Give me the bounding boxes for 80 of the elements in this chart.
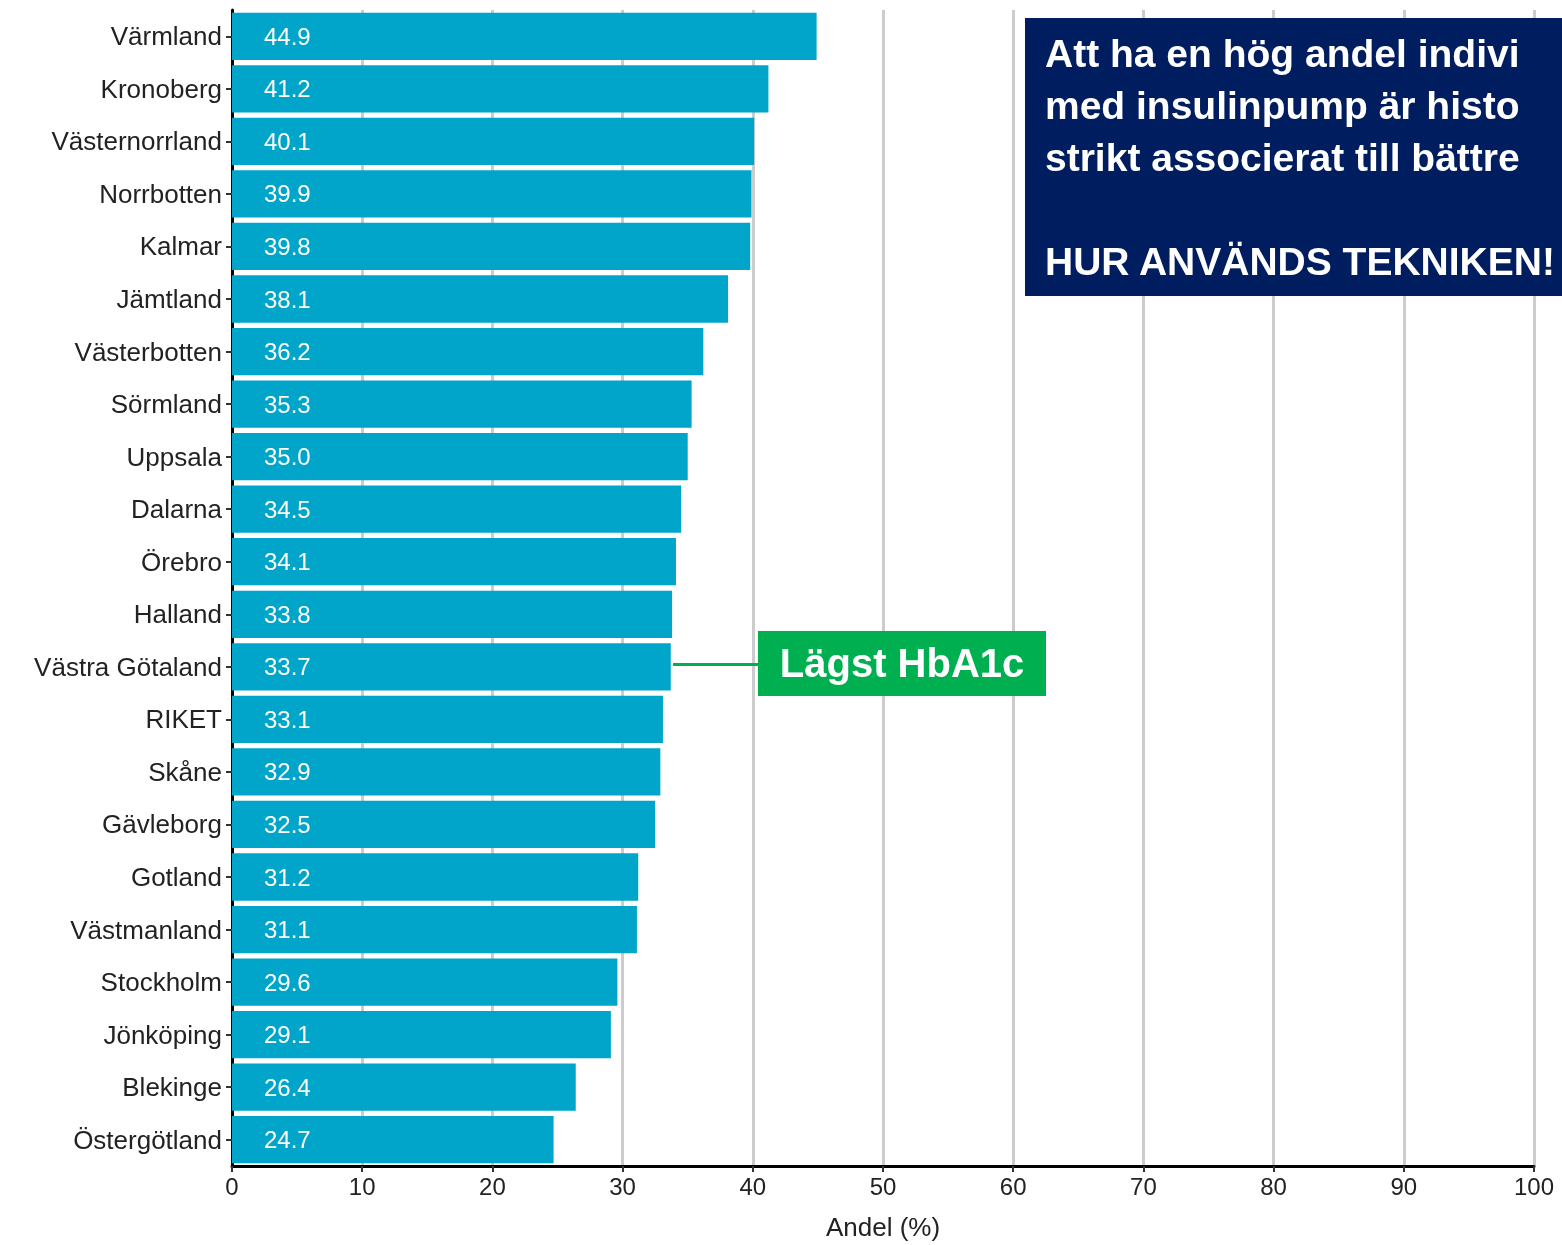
y-tick-label: Halland xyxy=(133,599,222,630)
y-tick-label: Gotland xyxy=(130,862,222,892)
bar xyxy=(232,12,817,60)
y-tick-label: RIKET xyxy=(145,704,223,735)
bar xyxy=(232,695,663,744)
x-tick-label: 100 xyxy=(1513,1172,1555,1200)
data-label: 31.1 xyxy=(264,916,311,944)
bar xyxy=(232,905,637,954)
y-tick-label: Kronoberg xyxy=(100,73,222,104)
bar xyxy=(232,432,688,481)
x-tick-label: 70 xyxy=(1130,1172,1157,1200)
y-tick-label: Sörmland xyxy=(110,389,222,420)
data-label: 32.5 xyxy=(264,810,311,838)
x-tick-label: 40 xyxy=(739,1172,767,1200)
bar xyxy=(232,958,618,1006)
bar xyxy=(232,538,676,586)
data-label: 33.8 xyxy=(264,600,311,628)
x-tick-label: 10 xyxy=(348,1172,376,1200)
y-tick-label: Västernorrland xyxy=(51,126,222,157)
bar xyxy=(232,380,692,428)
y-tick-label: Örebro xyxy=(141,546,222,577)
bar xyxy=(232,1010,611,1059)
x-axis-title: Andel (%) xyxy=(825,1212,941,1242)
data-label: 33.1 xyxy=(264,705,311,733)
bar xyxy=(232,222,751,271)
bar xyxy=(232,800,656,849)
data-label: 36.2 xyxy=(264,338,311,366)
y-tick-label: Blekinge xyxy=(122,1072,222,1103)
data-label: 34.1 xyxy=(264,548,311,576)
data-label: 39.8 xyxy=(264,232,311,260)
y-tick-label: Östergötland xyxy=(73,1124,222,1155)
bar xyxy=(232,485,682,533)
bar xyxy=(232,853,639,901)
data-label: 41.2 xyxy=(264,75,311,103)
data-label: 40.1 xyxy=(264,127,311,155)
data-label: 29.1 xyxy=(264,1021,311,1049)
data-label: 39.9 xyxy=(264,180,311,208)
y-tick-label: Västra Götaland xyxy=(34,651,222,682)
x-tick-label: 50 xyxy=(869,1172,897,1200)
bar xyxy=(232,748,661,796)
text: Att ha en hög andel indivi med insulinpump är histo strikt associerat till bättre HUR ANVÄNDS TEKNIKEN! xyxy=(1045,32,1555,283)
x-tick-label: 20 xyxy=(479,1172,506,1200)
x-tick-label: 60 xyxy=(999,1172,1027,1200)
y-tick-label: Jönköping xyxy=(103,1019,222,1050)
y-tick-label: Värmland xyxy=(110,21,222,52)
y-tick-label: Norrbotten xyxy=(99,178,222,209)
y-tick-label: Jämtland xyxy=(116,284,222,314)
bar xyxy=(232,1116,554,1164)
x-tick-label: 90 xyxy=(1390,1172,1418,1200)
data-label: 38.1 xyxy=(264,285,311,313)
bar xyxy=(232,643,671,691)
y-tick-label: Skåne xyxy=(148,756,222,787)
data-label: 35.0 xyxy=(264,443,311,471)
y-tick-label: Västmanland xyxy=(70,914,222,945)
data-label: 33.7 xyxy=(264,653,311,681)
y-tick-label: Uppsala xyxy=(126,441,223,472)
bar xyxy=(232,275,729,323)
data-label: 26.4 xyxy=(264,1073,311,1101)
bar xyxy=(232,590,673,638)
y-tick-label: Dalarna xyxy=(130,494,223,525)
data-label: 35.3 xyxy=(264,390,311,418)
bar xyxy=(232,170,752,218)
y-tick-label: Stockholm xyxy=(100,967,222,998)
data-label: 32.9 xyxy=(264,758,311,786)
data-label: 34.5 xyxy=(264,495,311,523)
bar xyxy=(232,327,704,376)
y-tick-label: Västerbotten xyxy=(74,336,222,367)
data-label: 31.2 xyxy=(264,863,311,891)
y-tick-label: Kalmar xyxy=(139,231,223,262)
data-label: 44.9 xyxy=(264,22,311,50)
x-tick-label: 0 xyxy=(225,1172,239,1200)
x-tick-label: 30 xyxy=(609,1172,636,1200)
y-tick-label: Gävleborg xyxy=(102,809,222,840)
bar xyxy=(232,1063,576,1111)
annotation: Lägst HbA1c xyxy=(757,630,1047,696)
bar xyxy=(232,65,769,113)
data-label: 29.6 xyxy=(264,968,311,996)
bar xyxy=(232,117,755,166)
x-tick-label: 80 xyxy=(1260,1172,1287,1200)
data-label: 24.7 xyxy=(264,1126,311,1154)
